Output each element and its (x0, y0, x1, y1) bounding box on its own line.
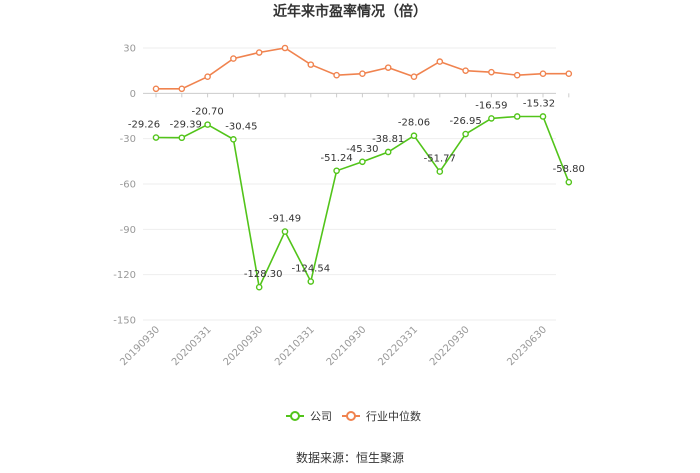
chart-title: 近年来市盈率情况（倍） (273, 3, 427, 20)
data-label: -26.95 (449, 116, 481, 127)
data-label: -28.06 (398, 118, 430, 129)
grid-lines (143, 47, 570, 321)
legend-item-company[interactable]: 公司 (286, 410, 332, 423)
legend-label-industry-median: 行业中位数 (366, 409, 421, 423)
x-tick-label: 20220930 (428, 324, 472, 368)
data-point (410, 73, 418, 81)
data-point (230, 55, 237, 62)
data-label: -16.59 (475, 100, 507, 111)
x-tick-label: 20210331 (273, 324, 317, 368)
data-label: -51.24 (320, 153, 352, 164)
data-point (255, 49, 263, 56)
data-point (488, 115, 495, 122)
series-line-0 (155, 115, 570, 290)
data-point (436, 168, 444, 175)
data-label: -124.54 (291, 264, 330, 275)
data-point (513, 113, 521, 120)
data-point (384, 64, 392, 71)
data-point (178, 134, 186, 142)
series-points (152, 44, 573, 291)
data-point (359, 70, 366, 77)
y-tick-label: -120 (113, 270, 136, 281)
legend-label-company: 公司 (310, 410, 332, 423)
data-point (255, 283, 263, 291)
y-axis-ticks: 30 0 -30 -60 -90 -120 -150 (113, 44, 136, 327)
y-tick-label: -150 (113, 316, 136, 327)
data-label: -51.77 (424, 154, 456, 165)
data-point (152, 134, 160, 141)
data-point (204, 73, 211, 81)
data-point (281, 44, 289, 52)
data-point (307, 278, 315, 285)
x-axis-ticks: 20190930 20200331 20200930 20210331 20210930… (118, 324, 549, 368)
legend-item-industry-median[interactable]: 行业中位数 (342, 409, 421, 423)
legend-marker-company (290, 411, 300, 421)
data-point (281, 228, 289, 235)
data-label: -38.81 (372, 134, 404, 145)
data-point (513, 71, 521, 79)
data-label: -20.70 (191, 107, 223, 118)
x-tick-label: 20230630 (505, 324, 549, 368)
data-point (204, 121, 211, 128)
data-point (565, 178, 573, 186)
y-tick-label: 0 (130, 89, 136, 100)
data-label: -29.26 (128, 120, 160, 131)
data-point (436, 58, 444, 65)
y-tick-label: -90 (120, 225, 136, 236)
data-label: -128.30 (244, 269, 283, 280)
data-label: -30.45 (225, 121, 257, 132)
data-point (462, 67, 469, 74)
series-lines (155, 47, 570, 290)
data-point (410, 132, 418, 140)
x-tick-label: 20220331 (376, 324, 420, 368)
data-point (359, 158, 366, 166)
data-point (230, 136, 237, 143)
y-tick-label: -60 (120, 180, 136, 191)
x-tick-label: 20210930 (325, 324, 369, 368)
y-tick-label: 30 (123, 44, 136, 55)
data-point (539, 70, 547, 77)
x-tick-label: 20200331 (170, 324, 214, 368)
data-label: -15.32 (523, 98, 555, 109)
legend-marker-industry-median (346, 411, 356, 421)
data-point (565, 70, 573, 77)
x-tick-label: 20200930 (222, 324, 266, 368)
data-point (333, 167, 340, 175)
data-label: -29.39 (170, 120, 202, 131)
data-label: -58.80 (553, 164, 585, 175)
series-line-1 (156, 47, 569, 90)
data-source: 数据来源：恒生聚源 (296, 450, 404, 465)
x-tick-label: 20190930 (118, 324, 162, 368)
data-labels: -29.26 -29.39 -20.70-30.45 -128.30 -91.49 -12… (128, 98, 585, 280)
data-point (462, 130, 469, 138)
data-point (178, 85, 186, 93)
legend: 公司 行业中位数 (286, 409, 421, 423)
data-point (539, 113, 547, 120)
y-tick-label: -30 (120, 134, 136, 145)
data-label: -45.30 (346, 144, 378, 155)
data-label: -91.49 (269, 214, 301, 225)
data-point (333, 71, 340, 79)
data-point (307, 61, 315, 68)
data-point (152, 85, 160, 93)
data-point (488, 68, 495, 76)
data-point (384, 148, 392, 156)
